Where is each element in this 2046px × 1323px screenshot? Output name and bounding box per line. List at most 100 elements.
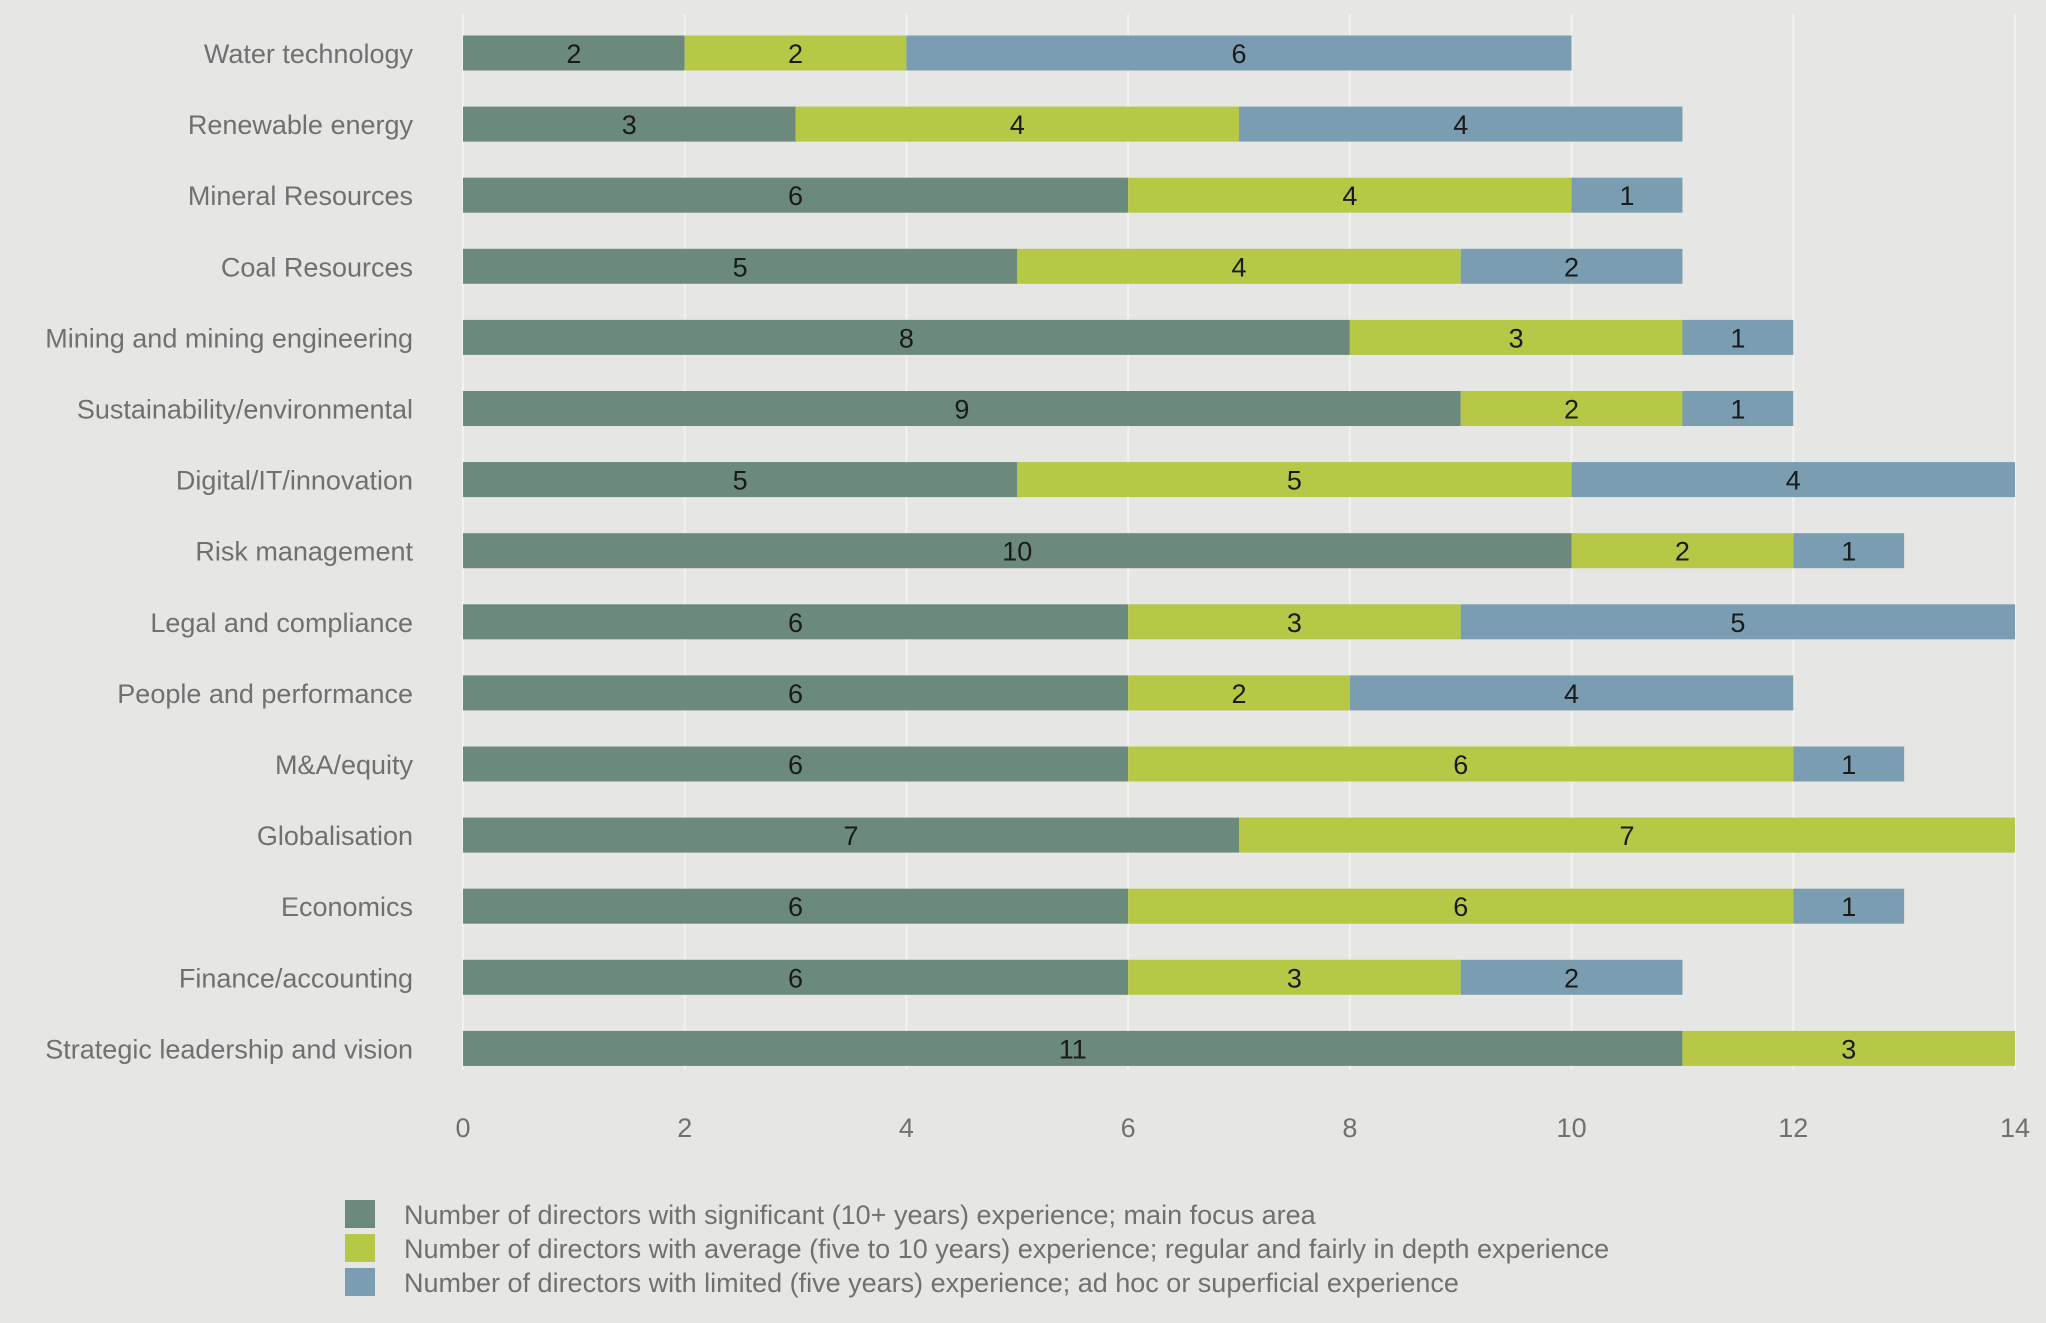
data-label: 2 bbox=[566, 39, 581, 69]
category-label: Renewable energy bbox=[188, 110, 414, 140]
data-label: 7 bbox=[1619, 821, 1634, 851]
data-label: 4 bbox=[1010, 110, 1025, 140]
bar-segment bbox=[1017, 462, 1572, 498]
legend-label: Number of directors with significant (10… bbox=[404, 1200, 1317, 1230]
category-label: Risk management bbox=[195, 537, 413, 567]
x-tick-label: 14 bbox=[2000, 1113, 2030, 1143]
bar-segment bbox=[684, 35, 907, 71]
bar-segment bbox=[1349, 319, 1683, 355]
data-label: 5 bbox=[1730, 608, 1745, 638]
data-label: 4 bbox=[1231, 252, 1246, 282]
data-label: 4 bbox=[1564, 679, 1579, 709]
bar-segment bbox=[1571, 177, 1683, 213]
data-label: 6 bbox=[1231, 39, 1246, 69]
data-label: 5 bbox=[733, 466, 748, 496]
bar-segment bbox=[795, 106, 1239, 142]
data-label: 8 bbox=[899, 323, 914, 353]
category-label: Finance/accounting bbox=[179, 963, 413, 993]
bar-segment bbox=[463, 391, 1461, 426]
bar-segment bbox=[1793, 533, 1905, 569]
bar-segment bbox=[906, 35, 1572, 71]
bar-segment bbox=[1128, 888, 1794, 924]
data-label: 2 bbox=[788, 39, 803, 69]
bar-segment bbox=[463, 533, 1572, 569]
data-label: 3 bbox=[1509, 323, 1524, 353]
bar-segment bbox=[463, 35, 685, 71]
data-label: 4 bbox=[1786, 466, 1801, 496]
data-label: 6 bbox=[1453, 892, 1468, 922]
data-label: 1 bbox=[1619, 181, 1634, 211]
x-axis-ticks: 0 2 4 6 8 10 12 14 bbox=[455, 1113, 2030, 1143]
x-tick-label: 6 bbox=[1121, 1113, 1136, 1143]
bar-segment bbox=[1239, 817, 2015, 853]
category-label: Water technology bbox=[204, 39, 414, 69]
x-tick-label: 10 bbox=[1557, 1113, 1587, 1143]
x-tick-label: 0 bbox=[455, 1113, 470, 1143]
category-label: Coal Resources bbox=[221, 252, 413, 282]
bar-segment bbox=[1128, 959, 1461, 995]
bar-segment bbox=[1128, 746, 1794, 782]
data-label: 1 bbox=[1730, 323, 1745, 353]
category-label: Mining and mining engineering bbox=[45, 323, 413, 353]
bar-segment bbox=[1017, 248, 1461, 284]
bar-segment bbox=[463, 604, 1129, 640]
bar-segment bbox=[1460, 248, 1683, 284]
category-label: Mineral Resources bbox=[188, 181, 413, 211]
bar-segment bbox=[1793, 888, 1905, 924]
bar-segment bbox=[1571, 462, 2015, 498]
data-label: 3 bbox=[622, 110, 637, 140]
bar-segment bbox=[463, 675, 1129, 711]
data-label: 2 bbox=[1564, 395, 1579, 425]
bar-segment bbox=[1460, 959, 1683, 995]
data-label: 6 bbox=[788, 608, 803, 638]
bar-segment bbox=[463, 248, 1018, 284]
data-label: 5 bbox=[733, 252, 748, 282]
bar-segment bbox=[463, 462, 1018, 498]
bar-segment bbox=[1128, 177, 1572, 213]
category-label: M&A/equity bbox=[275, 750, 414, 780]
data-label: 6 bbox=[788, 963, 803, 993]
data-label: 3 bbox=[1841, 1034, 1856, 1064]
bar-segment bbox=[1128, 675, 1350, 711]
category-label: Digital/IT/innovation bbox=[176, 466, 413, 496]
bar-segment bbox=[463, 1030, 1683, 1066]
data-label: 1 bbox=[1730, 395, 1745, 425]
data-label: 3 bbox=[1287, 608, 1302, 638]
data-label: 6 bbox=[788, 892, 803, 922]
data-label: 6 bbox=[788, 750, 803, 780]
category-label: Strategic leadership and vision bbox=[45, 1034, 413, 1064]
category-labels: Water technology Renewable energy Mineral … bbox=[45, 39, 413, 1064]
data-label: 2 bbox=[1675, 537, 1690, 567]
bars: 2 2 6 3 4 4 6 4 1 5 4 2 8 3 1 9 2 1 5 5 4 10 2 1 6 3 5 6 2 4 6 6 1 7 7 6 6 1 6… bbox=[463, 35, 2015, 1066]
data-label: 3 bbox=[1287, 963, 1302, 993]
data-label: 2 bbox=[1564, 963, 1579, 993]
bar-segment bbox=[463, 177, 1129, 213]
bar-segment bbox=[1682, 319, 1794, 355]
category-label: Economics bbox=[281, 892, 413, 922]
bar-segment bbox=[1239, 106, 1683, 142]
category-label: Legal and compliance bbox=[150, 608, 413, 638]
data-label: 5 bbox=[1287, 466, 1302, 496]
x-tick-label: 4 bbox=[899, 1113, 914, 1143]
legend-label: Number of directors with limited (five y… bbox=[404, 1268, 1459, 1298]
legend-swatch bbox=[345, 1200, 375, 1228]
data-label: 9 bbox=[954, 395, 969, 425]
bar-segment bbox=[1460, 604, 2015, 640]
category-label: People and performance bbox=[117, 679, 413, 709]
bar-segment bbox=[463, 817, 1239, 853]
bar-segment bbox=[1128, 604, 1461, 640]
data-label: 2 bbox=[1231, 679, 1246, 709]
legend-label: Number of directors with average (five t… bbox=[404, 1234, 1609, 1264]
bar-segment bbox=[1682, 1030, 2015, 1066]
data-label: 6 bbox=[788, 679, 803, 709]
bar-segment bbox=[463, 106, 796, 142]
category-label: Sustainability/environmental bbox=[77, 395, 413, 425]
bar-segment bbox=[1349, 675, 1794, 711]
bar-segment bbox=[463, 746, 1129, 782]
bar-segment bbox=[463, 888, 1129, 924]
data-label: 7 bbox=[843, 821, 858, 851]
x-tick-label: 12 bbox=[1778, 1113, 1808, 1143]
bar-segment bbox=[463, 319, 1350, 355]
legend-swatch bbox=[345, 1234, 375, 1262]
